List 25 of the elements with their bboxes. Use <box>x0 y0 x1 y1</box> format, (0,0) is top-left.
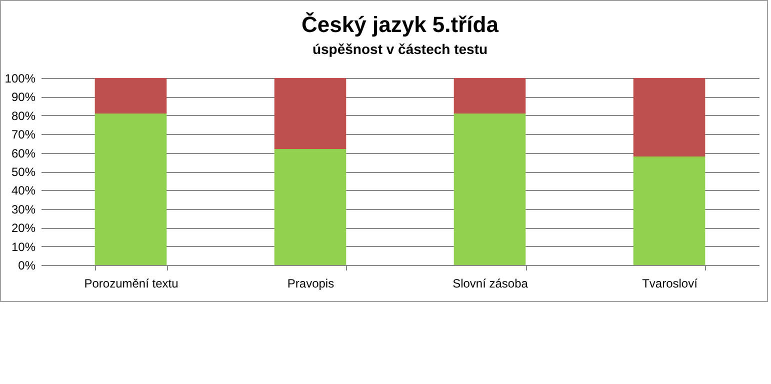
y-tick-label: 70% <box>11 128 36 142</box>
y-tick-label: 90% <box>11 90 36 104</box>
x-tick-label: Pravopis <box>287 276 334 290</box>
bar <box>633 156 706 265</box>
y-tick-label: 40% <box>11 184 36 198</box>
bar <box>274 149 346 265</box>
bar <box>633 78 706 157</box>
y-tick-label: 50% <box>11 165 36 179</box>
bar <box>94 78 167 114</box>
chart-title: Český jazyk 5.třída <box>302 12 500 37</box>
chart-subtitle: úspěšnost v částech testu <box>312 41 488 57</box>
bar <box>454 114 526 265</box>
x-tick-label: Porozumění textu <box>84 276 178 290</box>
x-tick-label: Tvarosloví <box>642 276 698 290</box>
y-tick-label: 10% <box>11 240 36 254</box>
y-tick-label: 0% <box>18 258 36 272</box>
y-tick-label: 30% <box>11 202 36 216</box>
y-tick-label: 80% <box>11 108 36 123</box>
y-tick-label: 60% <box>11 146 36 160</box>
y-tick-label: 100% <box>4 72 36 86</box>
bar <box>94 114 167 265</box>
bar <box>454 78 526 114</box>
bar <box>274 78 346 150</box>
y-tick-label: 20% <box>11 221 36 236</box>
x-tick-label: Slovní zásoba <box>452 276 528 290</box>
